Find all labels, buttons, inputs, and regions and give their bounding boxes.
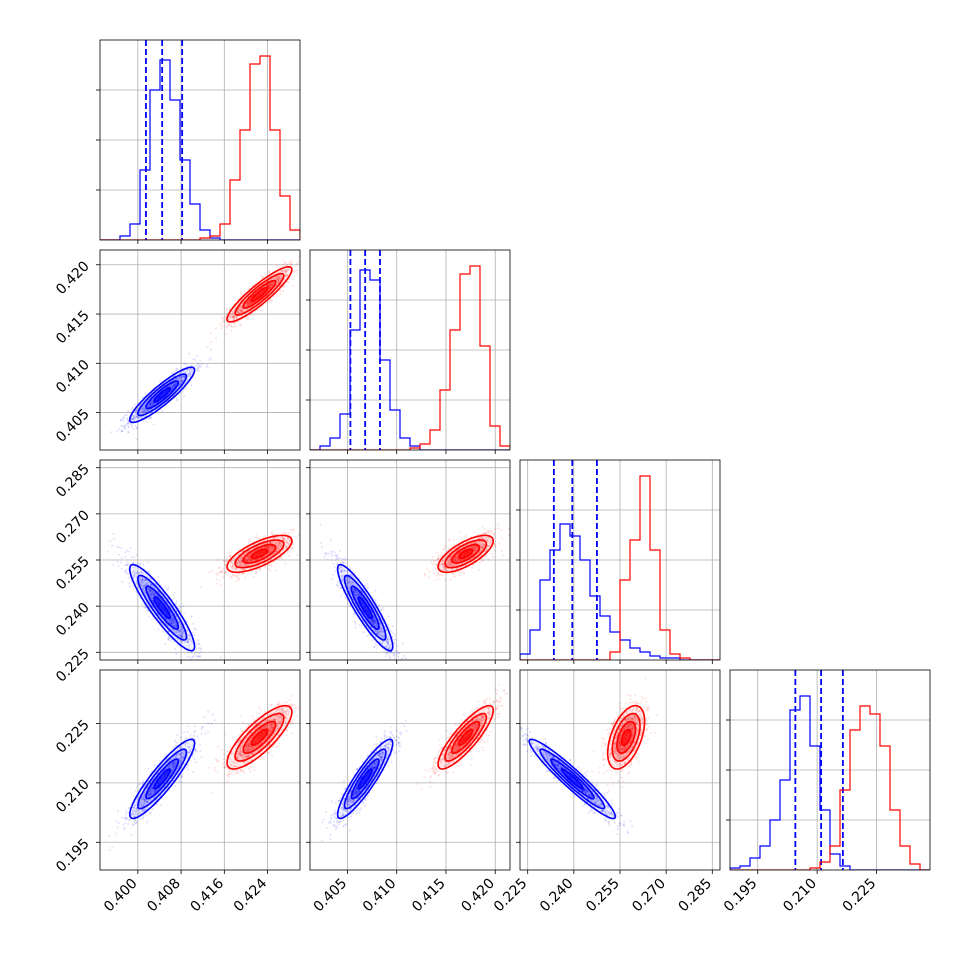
x-tick-label: 0.410 (360, 876, 400, 916)
y-tick-label: 0.285 (53, 461, 93, 501)
panel-frame (99, 249, 301, 451)
hist-panel-3: 0.195 0.210 0.225 (721, 669, 931, 916)
x-tick-label: 0.255 (583, 876, 623, 916)
blue-contour (357, 596, 373, 620)
scatter-panel-0-1: 0.405 0.410 0.415 0.420 (53, 249, 301, 454)
blue-contour (153, 596, 172, 620)
x-tick-label: 0.415 (409, 876, 449, 916)
hist-panel-2 (516, 459, 721, 664)
y-tick-label: 0.225 (53, 646, 93, 686)
red-contour (250, 548, 269, 560)
blue-contour (357, 768, 373, 790)
y-tick-label: 0.420 (53, 258, 93, 298)
y-tick-label: 0.255 (53, 554, 93, 594)
y-tick-label: 0.225 (53, 717, 93, 757)
scatter-panel-1-2 (306, 459, 511, 664)
x-tick-label: 0.195 (721, 876, 761, 916)
blue-histogram (100, 59, 300, 240)
x-tick-label: 0.240 (537, 876, 577, 916)
y-tick-label: 0.195 (53, 836, 93, 876)
blue-histogram (730, 695, 930, 870)
red-contour (458, 548, 474, 560)
y-tick-label: 0.415 (53, 308, 93, 348)
panel-frame (99, 669, 301, 871)
red-histogram (310, 265, 510, 450)
red-samples (207, 694, 300, 794)
blue-histogram (310, 269, 510, 450)
x-tick-label: 0.225 (491, 876, 531, 916)
panel-frame (309, 669, 511, 871)
red-contour (620, 728, 632, 746)
x-tick-label: 0.424 (231, 875, 271, 915)
y-tick-label: 0.270 (53, 507, 93, 547)
x-tick-label: 0.408 (144, 876, 184, 916)
x-tick-label: 0.420 (458, 876, 498, 916)
y-tick-label: 0.210 (53, 776, 93, 816)
y-tick-label: 0.405 (53, 406, 93, 446)
red-histogram (730, 705, 930, 870)
scatter-panel-1-3: 0.405 0.410 0.415 0.420 (306, 669, 511, 916)
red-contour (250, 728, 269, 746)
blue-contour (560, 768, 584, 790)
scatter-panel-0-2: 0.225 0.240 0.255 0.270 0.285 (53, 459, 301, 686)
hist-panel-0 (96, 39, 301, 244)
red-histogram (100, 55, 300, 240)
x-tick-label: 0.225 (840, 876, 880, 916)
blue-histogram (520, 523, 720, 660)
x-tick-label: 0.416 (187, 875, 227, 915)
red-contour (458, 728, 474, 746)
x-tick-label: 0.405 (311, 876, 351, 916)
hist-panel-1 (306, 249, 511, 454)
scatter-panel-0-3: 0.400 0.408 0.416 0.424 0.195 0.210 0.225 (53, 669, 301, 916)
x-tick-label: 0.270 (629, 876, 669, 916)
scatter-panel-2-3: 0.225 0.240 0.255 0.270 0.285 (491, 669, 721, 916)
x-tick-label: 0.400 (101, 876, 141, 916)
red-contour (250, 286, 269, 302)
y-tick-label: 0.240 (53, 600, 93, 640)
blue-contour (153, 387, 172, 403)
y-tick-label: 0.410 (53, 357, 93, 397)
x-tick-label: 0.285 (675, 876, 715, 916)
x-tick-label: 0.210 (780, 876, 820, 916)
blue-contour (153, 768, 172, 790)
red-histogram (520, 475, 720, 660)
